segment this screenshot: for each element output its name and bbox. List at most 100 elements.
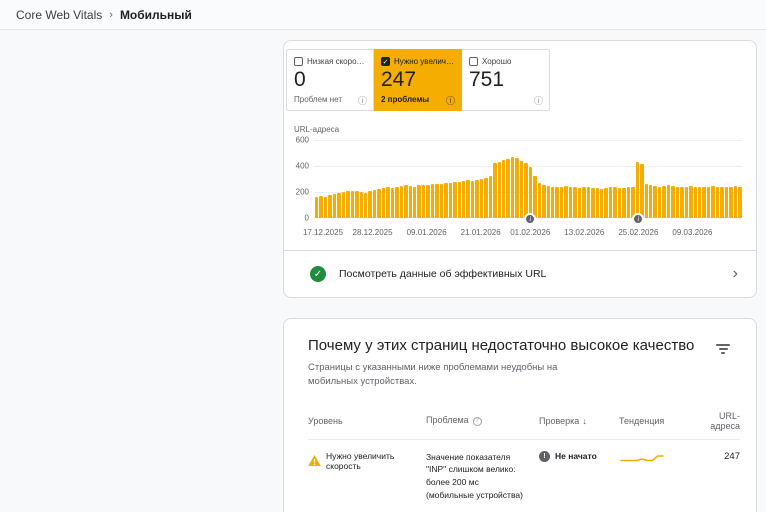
chart-bar[interactable] [586, 186, 591, 218]
chart-info-marker[interactable]: i [632, 213, 645, 225]
chart-bar[interactable] [319, 195, 323, 218]
chart-bar[interactable] [444, 182, 448, 218]
chart-bar[interactable] [729, 186, 733, 218]
chart-bar[interactable] [711, 186, 715, 218]
chart-bar[interactable] [390, 188, 395, 218]
chart-bar[interactable] [341, 192, 346, 218]
chart-bar[interactable] [466, 180, 470, 218]
chart-bar[interactable] [604, 188, 608, 218]
chart-bar[interactable] [368, 191, 372, 218]
table-row[interactable]: Нужно увеличить скорость Значение показа… [308, 440, 740, 512]
chart-bar[interactable] [421, 184, 426, 218]
chart-bar[interactable] [386, 187, 390, 218]
chart-bar[interactable] [515, 158, 519, 218]
chart-bar[interactable] [689, 186, 693, 218]
chart-bar[interactable] [706, 186, 711, 218]
chart-bar[interactable] [448, 183, 453, 218]
chart-bar[interactable] [484, 177, 488, 218]
chart-bar[interactable] [702, 187, 706, 218]
chart-bar[interactable] [648, 185, 653, 218]
chart-bar[interactable] [622, 188, 626, 218]
chart-bar[interactable] [315, 197, 319, 218]
chart-bar[interactable] [332, 193, 337, 218]
chart-bar[interactable] [738, 187, 742, 218]
chart-bar[interactable] [502, 160, 506, 218]
chart-bar[interactable] [457, 181, 461, 218]
chart-bar[interactable] [675, 186, 680, 218]
chart-bar[interactable] [715, 187, 720, 218]
chart-bar[interactable] [350, 190, 355, 218]
chart-bar[interactable] [724, 187, 729, 218]
chart-bar[interactable] [568, 186, 573, 218]
chart-bar[interactable] [510, 156, 515, 218]
chart-bar[interactable] [564, 186, 568, 218]
chart-bar[interactable] [493, 163, 497, 218]
chart-bar[interactable] [497, 162, 502, 218]
info-icon[interactable]: ⓘ [445, 96, 455, 106]
chart-info-marker[interactable]: i [524, 213, 537, 225]
chart-bar[interactable] [697, 186, 702, 218]
chart-bar[interactable] [635, 162, 640, 218]
chart-bar[interactable] [600, 188, 604, 218]
chart-bar[interactable] [337, 193, 341, 218]
filter-icon[interactable] [714, 341, 732, 357]
chart-bar[interactable] [328, 195, 332, 218]
chart-bar[interactable] [631, 186, 635, 218]
chart-bar[interactable] [617, 187, 622, 218]
chart-bar[interactable] [542, 184, 546, 218]
chart-bar[interactable] [506, 158, 510, 218]
chart-bar[interactable] [524, 163, 528, 218]
chart-bar[interactable] [533, 176, 537, 218]
chart-bar[interactable] [435, 184, 439, 218]
chart-bar[interactable] [608, 187, 613, 218]
chart-bar[interactable] [355, 191, 359, 218]
checkbox-needs-improvement[interactable]: ✓ [381, 57, 390, 66]
chart-bar[interactable] [323, 196, 328, 218]
chart-bar[interactable] [613, 186, 617, 218]
col-header-check[interactable]: Проверка ↓ [539, 415, 587, 426]
chart-bar[interactable] [404, 185, 408, 218]
view-good-urls-row[interactable]: ✓ Посмотреть данные об эффективных URL › [284, 251, 756, 297]
chart-bar[interactable] [546, 185, 551, 218]
chart-bar[interactable] [363, 192, 368, 218]
chart-bar[interactable] [657, 186, 662, 218]
chart-bar[interactable] [470, 180, 475, 218]
chart-bar[interactable] [720, 186, 724, 218]
chart-bar[interactable] [671, 186, 675, 218]
chart-bar[interactable] [346, 191, 350, 218]
chart-bar[interactable] [662, 186, 666, 218]
chart-bar[interactable] [591, 187, 595, 218]
chart-bar[interactable] [412, 186, 417, 218]
breadcrumb-root[interactable]: Core Web Vitals [16, 7, 103, 22]
chart-bar[interactable] [417, 185, 421, 218]
chart-bar[interactable] [559, 186, 564, 218]
tab-good[interactable]: Хорошо 751 ⓘ [462, 49, 550, 111]
chart-bar[interactable] [573, 187, 577, 218]
chart-bar[interactable] [408, 186, 412, 218]
chart-bar[interactable] [551, 186, 555, 218]
chart-bar[interactable] [359, 192, 363, 218]
chart-bar[interactable] [693, 187, 697, 218]
chart-bar[interactable] [666, 185, 671, 218]
chart-bar[interactable] [399, 186, 404, 218]
chart-bar[interactable] [626, 187, 631, 218]
chart-bar[interactable] [640, 164, 644, 218]
chart-bar[interactable] [680, 187, 684, 218]
chart-bar[interactable] [395, 186, 399, 218]
chart-bar[interactable] [453, 182, 457, 218]
chart-bar[interactable] [488, 176, 493, 218]
tab-needs-improvement[interactable]: ✓ Нужно увеличит… 247 2 проблемы ⓘ [374, 49, 462, 111]
chart-bar[interactable] [372, 190, 377, 218]
chart-bar[interactable] [582, 187, 586, 218]
chart-bar[interactable] [381, 188, 386, 218]
chart-bar[interactable] [537, 182, 542, 218]
chart-bar[interactable] [519, 160, 524, 218]
chart-bar[interactable] [439, 183, 444, 218]
chart-bar[interactable] [426, 184, 430, 218]
chart-bar[interactable] [733, 186, 738, 218]
checkbox-good[interactable] [469, 57, 478, 66]
chart-bar[interactable] [644, 183, 648, 218]
chart-bar[interactable] [479, 179, 484, 218]
help-icon[interactable]: ? [472, 416, 482, 426]
checkbox-poor[interactable] [294, 57, 303, 66]
